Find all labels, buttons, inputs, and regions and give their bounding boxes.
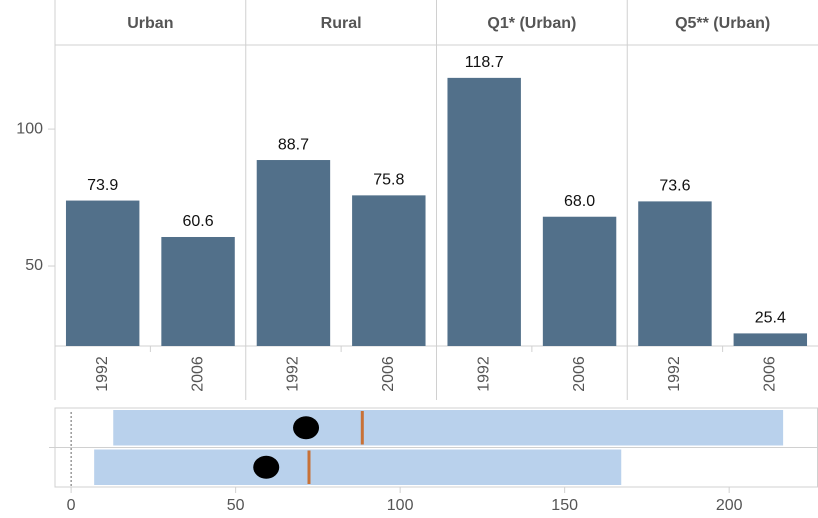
x-tick-label: 200	[716, 497, 743, 514]
x-tick-label: 2006	[380, 356, 397, 392]
dot	[253, 455, 280, 479]
value-label: 75.8	[373, 172, 404, 189]
x-tick-label: 50	[227, 497, 245, 514]
bar	[542, 216, 617, 346]
x-tick-label: 100	[387, 497, 414, 514]
bar	[733, 333, 808, 346]
x-tick-label: 1992	[94, 356, 111, 392]
value-label: 118.7	[465, 54, 504, 71]
x-tick-label: 2006	[571, 356, 588, 392]
bar	[161, 236, 235, 346]
bar	[352, 195, 426, 346]
value-label: 25.4	[755, 310, 786, 327]
value-label: 73.9	[87, 177, 118, 194]
value-label: 68.0	[564, 193, 595, 210]
value-label: 73.6	[659, 178, 690, 195]
x-tick-label: 2006	[189, 356, 206, 392]
bar	[65, 200, 140, 346]
value-label: 60.6	[182, 213, 213, 230]
x-tick-label: 1992	[666, 356, 683, 392]
facet-title: Q5** (Urban)	[675, 15, 770, 32]
x-tick-label: 150	[551, 497, 578, 514]
x-tick-label: 1992	[475, 356, 492, 392]
x-tick-label: 0	[67, 497, 76, 514]
range-bar	[94, 449, 622, 485]
facet-title: Urban	[127, 15, 173, 32]
facet-title: Q1* (Urban)	[487, 15, 576, 32]
range-bar	[113, 410, 784, 446]
bar	[447, 77, 521, 346]
bar	[256, 160, 331, 346]
dot	[293, 416, 320, 440]
facet-title: Rural	[321, 15, 362, 32]
x-tick-label: 2006	[762, 356, 779, 392]
bar	[638, 201, 712, 346]
y-tick-label: 50	[25, 257, 43, 274]
value-label: 88.7	[278, 136, 309, 153]
x-tick-label: 1992	[285, 356, 302, 392]
y-tick-label: 100	[16, 120, 43, 137]
